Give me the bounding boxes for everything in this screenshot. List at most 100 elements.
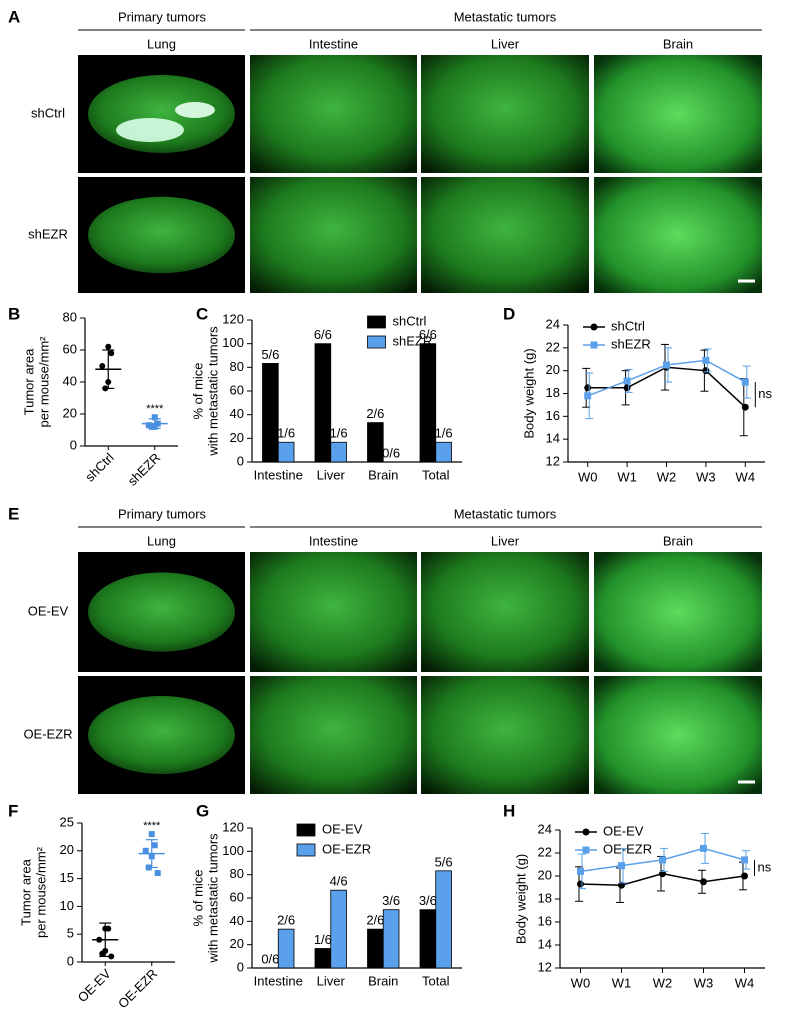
column-title: Intestine (309, 533, 358, 548)
legend-swatch (296, 823, 316, 837)
legend-label: shCtrl (393, 313, 427, 328)
data-point (102, 385, 109, 392)
marker (741, 872, 748, 880)
y-axis-label: % of mice (190, 869, 205, 926)
bar (419, 909, 437, 969)
data-point (151, 842, 158, 849)
y-tick-label: 14 (546, 431, 560, 446)
value-label: 1/6 (277, 426, 295, 441)
y-tick-label: 100 (222, 843, 244, 858)
y-axis-label: with metastatic tumors (205, 326, 220, 457)
y-tick-label: 80 (63, 309, 77, 324)
tissue-image (250, 177, 417, 293)
y-tick-label: 24 (538, 821, 552, 836)
y-tick-label: 14 (538, 936, 552, 951)
value-label: 6/6 (419, 327, 437, 342)
tissue-image (421, 55, 589, 173)
y-axis-label: Tumor area (21, 348, 36, 415)
legend-marker (590, 323, 598, 331)
data-point (154, 420, 161, 427)
x-tick-label: Total (422, 467, 450, 482)
panel-letter: F (8, 801, 18, 820)
y-tick-label: 22 (546, 339, 560, 354)
x-tick-label: W0 (571, 975, 591, 990)
marker (577, 880, 584, 888)
tissue-image (421, 177, 589, 293)
y-tick-label: 22 (538, 844, 552, 859)
panel-letter: G (196, 801, 209, 820)
y-tick-label: 20 (546, 362, 560, 377)
column-title: Liver (491, 36, 520, 51)
row-label: OE-EV (28, 603, 69, 618)
legend-swatch (367, 315, 386, 329)
column-title: Lung (147, 533, 176, 548)
tissue (88, 196, 235, 274)
x-tick-label: W1 (612, 975, 632, 990)
x-tick-label: W2 (657, 469, 677, 484)
panel-letter: B (8, 304, 20, 323)
bar (262, 363, 279, 463)
significance: ns (758, 386, 772, 401)
header: Metastatic tumors (454, 506, 557, 521)
tissue-image (250, 676, 417, 794)
y-tick-label: 12 (538, 959, 552, 974)
y-axis-label: Body weight (g) (521, 348, 536, 438)
value-label: 5/6 (435, 854, 453, 869)
x-tick-label: W2 (653, 975, 673, 990)
data-point (108, 350, 115, 357)
marker (584, 392, 592, 400)
y-tick-label: 5 (67, 926, 74, 941)
y-axis-label: per mouse/mm² (36, 336, 51, 428)
data-point (145, 864, 152, 871)
marker (577, 867, 584, 875)
marker (659, 856, 666, 864)
y-tick-label: 40 (230, 406, 244, 421)
value-label: 4/6 (330, 874, 348, 889)
y-tick-label: 0 (67, 953, 74, 968)
y-tick-label: 60 (230, 382, 244, 397)
marker (618, 881, 625, 889)
tissue (88, 696, 235, 774)
value-label: 0/6 (382, 445, 400, 460)
value-label: 3/6 (419, 893, 437, 908)
data-point (105, 343, 112, 350)
value-label: 6/6 (314, 327, 332, 342)
bar (314, 948, 332, 969)
y-tick-label: 15 (60, 870, 74, 885)
panel-letter: A (8, 7, 20, 26)
data-point (96, 936, 103, 943)
data-point (142, 847, 149, 854)
y-tick-label: 20 (63, 405, 77, 420)
data-point (99, 363, 106, 369)
y-tick-label: 60 (230, 889, 244, 904)
column-title: Intestine (309, 36, 358, 51)
legend-swatch (296, 843, 316, 857)
legend-label: OE-EZR (603, 841, 652, 856)
bar (435, 441, 452, 463)
bar (419, 343, 437, 463)
significance: ns (758, 859, 772, 874)
marker (659, 870, 666, 878)
header: Metastatic tumors (454, 9, 557, 24)
row-label: shCtrl (31, 105, 65, 120)
data-point (108, 953, 115, 960)
tissue-image (421, 552, 589, 672)
row-label: shEZR (28, 226, 68, 241)
y-tick-label: 18 (538, 890, 552, 905)
x-tick-label: W1 (617, 469, 637, 484)
legend-label: OE-EV (322, 821, 363, 836)
legend-label: shEZR (611, 336, 651, 351)
data-point (105, 379, 112, 385)
tissue-image (250, 55, 417, 173)
value-label: 5/6 (261, 347, 279, 362)
x-tick-label: W3 (694, 975, 714, 990)
x-tick-label: W4 (736, 469, 756, 484)
value-label: 1/6 (314, 932, 332, 947)
value-label: 2/6 (277, 913, 295, 928)
x-tick-label: Total (422, 973, 450, 988)
data-point (151, 414, 158, 421)
y-axis-label: with metastatic tumors (205, 833, 220, 964)
data-point (105, 925, 112, 932)
y-axis-label: per mouse/mm² (33, 846, 48, 938)
